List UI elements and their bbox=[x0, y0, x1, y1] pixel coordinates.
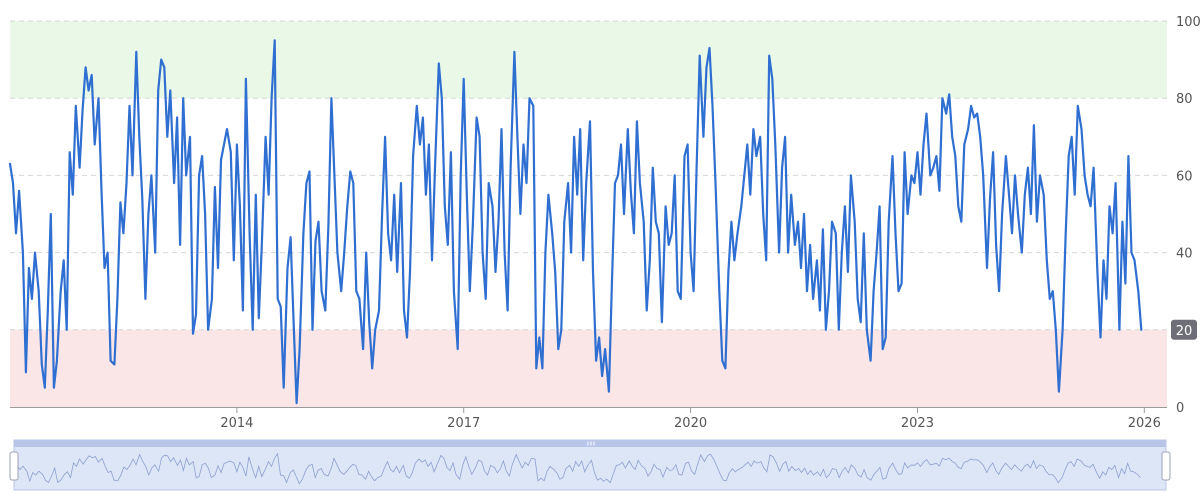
range-navigator[interactable] bbox=[9, 439, 1171, 491]
y-tick-label-0: 0 bbox=[1176, 401, 1184, 416]
navigator-scrollbar[interactable] bbox=[14, 440, 1166, 447]
y-tick-label-100: 100 bbox=[1176, 15, 1200, 30]
series-line-0 bbox=[8, 39, 1143, 405]
y-tick-label-40: 40 bbox=[1176, 247, 1193, 262]
x-tick-label-2023: 2023 bbox=[901, 416, 934, 431]
band-1 bbox=[10, 329, 1167, 407]
last-value-label: 20 bbox=[1176, 324, 1193, 339]
y-axis-ticks: 0 40 60 80 100 bbox=[1176, 15, 1200, 416]
navigator-left-handle[interactable] bbox=[9, 451, 19, 481]
handle-body bbox=[9, 451, 19, 481]
last-value-badge: 20 bbox=[1171, 319, 1197, 340]
navigator-series-line bbox=[13, 452, 1141, 485]
navigator-right-handle[interactable] bbox=[1161, 451, 1171, 481]
threshold-bands bbox=[10, 21, 1167, 407]
series-layer bbox=[8, 39, 1143, 405]
x-tick-label-2020: 2020 bbox=[674, 416, 707, 431]
y-tick-label-60: 60 bbox=[1176, 169, 1193, 184]
x-axis-ticks: 2014 2017 2020 2023 2026 bbox=[220, 407, 1161, 431]
navigator-grip-icon[interactable] bbox=[587, 441, 595, 446]
x-tick-label-2017: 2017 bbox=[447, 416, 480, 431]
last-value-badge-bg bbox=[1171, 319, 1197, 340]
y-tick-label-80: 80 bbox=[1176, 92, 1193, 107]
x-tick-label-2026: 2026 bbox=[1128, 416, 1161, 431]
handle-body bbox=[1161, 451, 1171, 481]
x-tick-label-2014: 2014 bbox=[220, 416, 253, 431]
band-0 bbox=[10, 21, 1167, 99]
